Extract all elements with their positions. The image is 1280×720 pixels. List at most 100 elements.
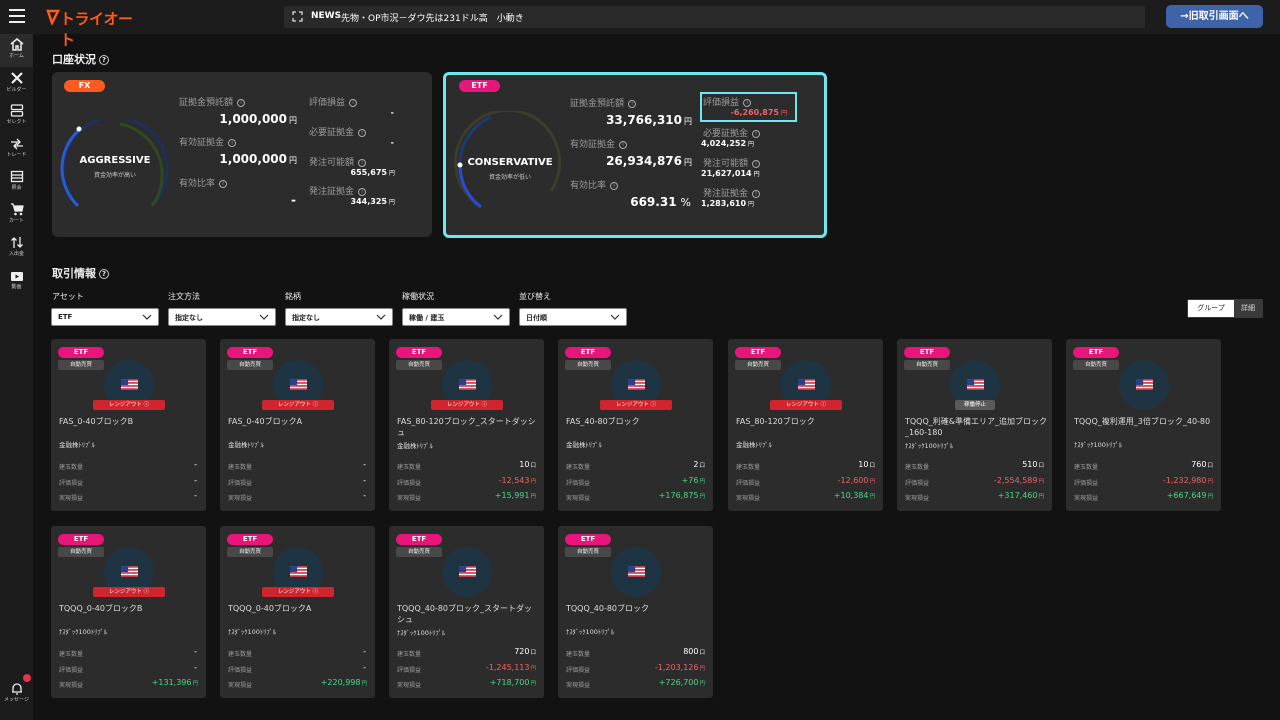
sort-select[interactable]: 日付順 bbox=[519, 308, 627, 326]
detail-view-button[interactable]: 詳細 bbox=[1241, 304, 1255, 312]
info-icon[interactable]: i bbox=[619, 141, 628, 149]
strategy-category: ﾅｽﾀﾞｯｸ100ﾄﾘﾌﾟﾙ bbox=[905, 442, 954, 450]
strategy-card[interactable]: ETF 自動売買 レンジアウト ⓘ FAS_40-80ブロック 金融株ﾄﾘﾌﾟﾙ 建玉数量… bbox=[558, 339, 713, 511]
info-icon[interactable]: i bbox=[358, 129, 367, 137]
tools-icon bbox=[10, 72, 23, 84]
menu-icon[interactable] bbox=[9, 9, 25, 23]
sidebar-item-builder[interactable]: ビルダー bbox=[0, 67, 33, 100]
auto-trade-tag: 自動売買 bbox=[58, 360, 104, 370]
sidebar-item-label: 動画 bbox=[11, 284, 22, 290]
info-icon[interactable]: i bbox=[228, 139, 237, 147]
sidebar-item-transfer[interactable]: 入出金 bbox=[0, 232, 33, 265]
order-method-select[interactable]: 指定なし bbox=[168, 308, 276, 326]
help-icon[interactable]: ? bbox=[99, 55, 109, 65]
strategy-name: TQQQ_0-40ブロックA bbox=[228, 604, 312, 613]
logo[interactable]: トライオート bbox=[46, 7, 146, 49]
info-icon[interactable]: i bbox=[358, 159, 367, 167]
etf-pl-label: 評価損益 i bbox=[703, 95, 752, 108]
position-qty-value: 760口 bbox=[1191, 460, 1213, 469]
symbol-select[interactable]: 指定なし bbox=[285, 308, 393, 326]
position-qty-value: - bbox=[194, 460, 197, 469]
sidebar-item-trade[interactable]: トレード bbox=[0, 133, 33, 166]
pl-value: -12,600円 bbox=[837, 476, 875, 485]
logo-text: トライオート bbox=[60, 10, 133, 49]
strategy-card[interactable]: ETF 自動売買 TQQQ_複利運用_3倍ブロック_40-80 ﾅｽﾀﾞｯｸ100ﾄﾘ… bbox=[1066, 339, 1221, 511]
realized-value: +317,460円 bbox=[997, 491, 1044, 500]
info-icon[interactable]: i bbox=[752, 130, 761, 138]
info-icon[interactable]: i bbox=[752, 160, 761, 168]
info-icon[interactable]: i bbox=[237, 99, 246, 107]
info-icon[interactable]: i bbox=[743, 99, 752, 107]
sidebar-item-select[interactable]: セレクト bbox=[0, 100, 33, 133]
news-headline[interactable]: 先物・OP市況－ダウ先は231ドル高 小動き bbox=[341, 14, 524, 24]
strategy-card[interactable]: ETF 自動売買 レンジアウト ⓘ FAS_80-120ブロック_スタートダッシュ 金融… bbox=[389, 339, 544, 511]
strategy-card[interactable]: ETF 自動売買 レンジアウト ⓘ FAS_0-40ブロックB 金融株ﾄﾘﾌﾟﾙ 建玉数量… bbox=[51, 339, 206, 511]
sidebar-item-home[interactable]: ホーム bbox=[0, 34, 33, 67]
sidebar-item-label: ホーム bbox=[9, 53, 24, 59]
fx-effective-value: 1,000,000 円 bbox=[219, 152, 297, 166]
info-icon[interactable]: i bbox=[610, 182, 619, 190]
auto-trade-tag: 自動売買 bbox=[58, 547, 104, 557]
sidebar-item-video[interactable]: 動画 bbox=[0, 265, 33, 298]
info-icon[interactable]: i bbox=[628, 100, 637, 108]
sidebar-item-message[interactable]: メッセージ bbox=[0, 678, 33, 711]
position-qty-label: 建玉数量 bbox=[905, 464, 930, 471]
filter-label-order-method: 注文方法 bbox=[168, 292, 200, 301]
fx-available-label: 発注可能額 i bbox=[309, 155, 367, 168]
position-qty-label: 建玉数量 bbox=[397, 464, 422, 471]
group-view-button[interactable]: グループ bbox=[1188, 300, 1234, 317]
fx-effective-label: 有効証拠金 i bbox=[179, 135, 237, 148]
strategy-name: TQQQ_利確&準備エリア_追加ブロック_160-180 bbox=[905, 417, 1048, 437]
help-icon[interactable]: ? bbox=[99, 269, 109, 279]
strategy-name: TQQQ_40-80ブロック_スタートダッシュ bbox=[397, 604, 533, 624]
chevron-down-icon bbox=[142, 314, 152, 320]
strategy-card[interactable]: ETF 自動売買 稼働停止 TQQQ_利確&準備エリア_追加ブロック_160-180 ﾅ… bbox=[897, 339, 1052, 511]
sidebar-item-label: 照会 bbox=[11, 185, 22, 191]
sidebar-item-inquiry[interactable]: 照会 bbox=[0, 166, 33, 199]
position-qty-value: 720口 bbox=[514, 647, 536, 656]
pl-value: -1,232,980円 bbox=[1162, 476, 1213, 485]
strategy-card[interactable]: ETF 自動売買 レンジアウト ⓘ TQQQ_0-40ブロックA ﾅｽﾀﾞｯｸ100ﾄﾘ… bbox=[220, 526, 375, 698]
etf-badge: ETF bbox=[735, 347, 781, 358]
auto-trade-tag: 自動売買 bbox=[904, 360, 950, 370]
info-icon: ⓘ bbox=[820, 402, 827, 408]
strategy-card[interactable]: ETF 自動売買 レンジアウト ⓘ FAS_0-40ブロックA 金融株ﾄﾘﾌﾟﾙ 建玉数量… bbox=[220, 339, 375, 511]
info-icon[interactable]: i bbox=[752, 190, 761, 198]
realized-value: +220,998円 bbox=[320, 678, 367, 687]
etf-account-card[interactable]: ETF CONSERVATIVE 資金効率が低い 証拠金預託額 i 33,766,… bbox=[443, 72, 827, 238]
strategy-category: ﾅｽﾀﾞｯｸ100ﾄﾘﾌﾟﾙ bbox=[566, 628, 615, 636]
position-qty-label: 建玉数量 bbox=[566, 464, 591, 471]
expand-icon[interactable] bbox=[292, 11, 303, 22]
etf-available-label: 発注可能額 i bbox=[703, 156, 761, 169]
fx-ratio-value: - bbox=[291, 193, 296, 207]
info-icon[interactable]: i bbox=[358, 188, 367, 196]
fx-deposit-label: 証拠金預託額 i bbox=[179, 95, 246, 108]
old-screen-button[interactable]: →旧取引画面へ bbox=[1166, 5, 1263, 28]
asset-select[interactable]: ETF bbox=[51, 308, 159, 326]
etf-badge: ETF bbox=[227, 534, 273, 545]
us-flag-icon bbox=[628, 379, 645, 390]
realized-value: - bbox=[194, 491, 197, 500]
info-icon[interactable]: i bbox=[219, 180, 228, 188]
strategy-name: TQQQ_40-80ブロック bbox=[566, 604, 650, 613]
news-bar[interactable]: NEWS 先物・OP市況－ダウ先は231ドル高 小動き bbox=[284, 6, 1145, 28]
etf-ordered-label: 発注証拠金 i bbox=[703, 186, 761, 199]
strategy-card[interactable]: ETF 自動売買 レンジアウト ⓘ FAS_80-120ブロック 金融株ﾄﾘﾌﾟﾙ 建玉数… bbox=[728, 339, 883, 511]
bell-icon bbox=[11, 683, 22, 695]
fx-account-card[interactable]: FX AGGRESSIVE 資金効率が高い 証拠金預託額 i 1,000,000 円… bbox=[52, 72, 432, 237]
info-icon: ⓘ bbox=[312, 402, 319, 408]
info-icon[interactable]: i bbox=[349, 99, 358, 107]
strategy-category: 金融株ﾄﾘﾌﾟﾙ bbox=[397, 442, 433, 450]
status-select[interactable]: 稼働 / 建玉 bbox=[402, 308, 510, 326]
auto-trade-tag: 自動売買 bbox=[1073, 360, 1119, 370]
strategy-card[interactable]: ETF 自動売買 TQQQ_40-80ブロック_スタートダッシュ ﾅｽﾀﾞｯｸ100ﾄ… bbox=[389, 526, 544, 698]
sidebar-item-cart[interactable]: カート bbox=[0, 199, 33, 232]
filter-label-symbol: 銘柄 bbox=[285, 292, 301, 301]
etf-badge: ETF bbox=[58, 347, 104, 358]
strategy-card[interactable]: ETF 自動売買 レンジアウト ⓘ TQQQ_0-40ブロックB ﾅｽﾀﾞｯｸ100ﾄﾘ… bbox=[51, 526, 206, 698]
etf-deposit-value: 33,766,310 円 bbox=[606, 113, 692, 127]
strategy-card[interactable]: ETF 自動売買 TQQQ_40-80ブロック ﾅｽﾀﾞｯｸ100ﾄﾘﾌﾟﾙ 建玉数量 8… bbox=[558, 526, 713, 698]
pl-value: - bbox=[363, 663, 366, 672]
strategy-category: 金融株ﾄﾘﾌﾟﾙ bbox=[59, 441, 95, 449]
realized-value: +667,649円 bbox=[1166, 491, 1213, 500]
